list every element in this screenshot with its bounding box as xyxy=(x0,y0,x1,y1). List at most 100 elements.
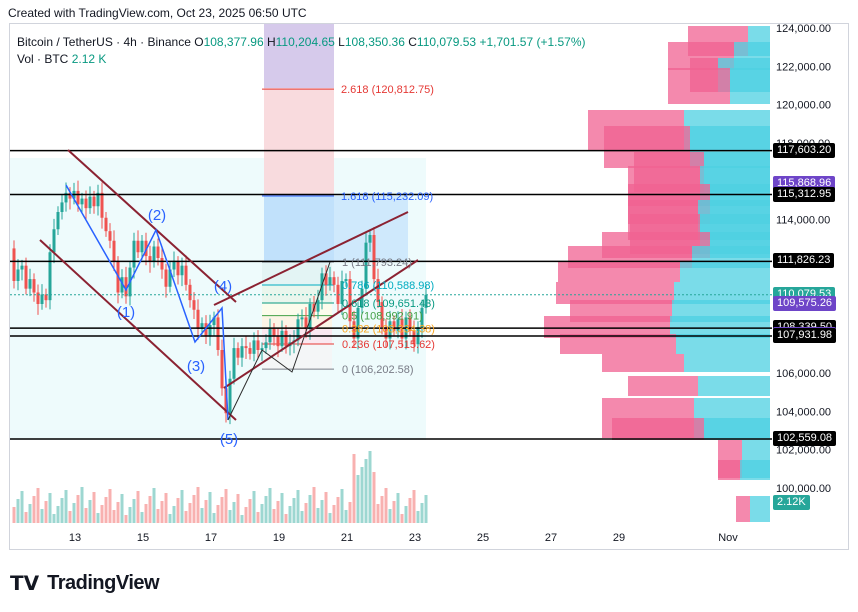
volume-bar xyxy=(284,514,288,523)
volume-profile-sell-bar xyxy=(556,282,674,304)
candle-body xyxy=(40,294,44,304)
change-value: +1,701.57 (+1.57%) xyxy=(479,35,586,49)
volume-profile-buy-bar xyxy=(676,334,770,354)
candle-body xyxy=(20,265,24,270)
candle-body xyxy=(60,202,64,212)
candle-body xyxy=(300,317,304,320)
candle-body xyxy=(104,217,108,232)
time-axis-label: 29 xyxy=(613,532,625,544)
candle-body xyxy=(244,346,248,349)
candle-body xyxy=(420,307,424,327)
volume-bar xyxy=(204,500,208,523)
price-axis-label: 102,000.00 xyxy=(776,445,831,457)
time-axis-label: 23 xyxy=(409,532,421,544)
volume-bar xyxy=(124,515,128,523)
fib-label: 1 (111,793.24) xyxy=(342,257,412,269)
candle-body xyxy=(188,284,192,301)
price-level-badge[interactable]: 109,575.26 xyxy=(773,296,837,312)
candle-body xyxy=(228,378,232,414)
volume-profile-sell-bar xyxy=(668,68,730,104)
channel-lower-line xyxy=(39,239,237,421)
candle-body xyxy=(216,317,220,350)
volume-bar xyxy=(208,492,212,523)
candle-body xyxy=(56,212,60,230)
volume-bar xyxy=(52,514,56,523)
tradingview-brand[interactable]: TradingView xyxy=(47,572,160,594)
legend-ohlc: Bitcoin / TetherUS · 4h · Binance O108,3… xyxy=(17,34,586,51)
volume-bar xyxy=(168,514,172,523)
volume-bar xyxy=(304,503,308,523)
symbol-name[interactable]: Bitcoin / TetherUS · 4h · Binance xyxy=(17,35,191,49)
candle-body xyxy=(224,388,228,414)
candle-body xyxy=(352,321,356,339)
price-axis-label: 106,000.00 xyxy=(776,368,831,380)
candle-body xyxy=(148,256,152,262)
volume-bar xyxy=(76,495,80,523)
price-level-badge[interactable]: 2.12K xyxy=(773,495,810,511)
candle-body xyxy=(36,292,40,304)
price-level-badge[interactable]: 115,312.95 xyxy=(773,186,836,202)
volume-bar xyxy=(116,502,120,523)
volume-bar xyxy=(328,513,332,523)
volume-bar xyxy=(144,504,148,523)
fib-label: 0.382 (108,334.38) xyxy=(342,323,435,335)
volume-bar xyxy=(180,490,184,523)
candle-body xyxy=(304,317,308,329)
volume-bar xyxy=(200,508,204,523)
volume-bar xyxy=(136,491,140,523)
volume-profile-sell-bar xyxy=(628,376,698,396)
volume-bar xyxy=(356,475,360,523)
time-axis-label: 15 xyxy=(137,532,149,544)
candle-body xyxy=(348,279,352,322)
volume-bar xyxy=(244,507,248,523)
volume-bar xyxy=(288,506,292,523)
volume-bar xyxy=(100,505,104,523)
candle-body xyxy=(200,323,204,329)
wave-label: (2) xyxy=(148,207,166,224)
volume-bar xyxy=(56,506,60,523)
legend-volume: Vol · BTC 2.12 K xyxy=(17,51,586,68)
volume-bar xyxy=(372,472,376,523)
volume-bar xyxy=(160,501,164,523)
volume-profile-buy-bar xyxy=(740,460,770,480)
volume-bar xyxy=(48,493,52,523)
candle-body xyxy=(256,340,260,350)
chart-canvas[interactable]: (1) (2) (3) (4) (5) 2.618 (120,812.75) 1.618 (… xyxy=(0,0,858,560)
volume-bar xyxy=(240,515,244,523)
candle-body xyxy=(172,261,176,270)
candle-body xyxy=(16,269,20,281)
time-axis-label: 19 xyxy=(273,532,285,544)
open-value: 108,377.96 xyxy=(203,35,264,49)
volume-bar xyxy=(88,500,92,523)
volume-bar xyxy=(156,509,160,523)
price-axis-label: 114,000.00 xyxy=(776,215,830,227)
volume-bar xyxy=(248,499,252,523)
price-level-badge[interactable]: 117,603.20 xyxy=(773,142,836,158)
price-level-badge[interactable]: 107,931.98 xyxy=(773,327,837,343)
volume-bar xyxy=(300,511,304,523)
chart-pane[interactable] xyxy=(9,23,849,550)
volume-bar xyxy=(424,495,428,523)
high-value: 110,204.65 xyxy=(275,35,335,49)
legend: Bitcoin / TetherUS · 4h · Binance O108,3… xyxy=(17,34,586,68)
candle-body xyxy=(280,330,284,347)
candle-body xyxy=(324,273,328,285)
candle-body xyxy=(400,319,404,339)
candle-body xyxy=(272,328,276,337)
price-level-badge[interactable]: 102,559.08 xyxy=(773,430,837,446)
volume-bar xyxy=(60,498,64,523)
candle-body xyxy=(180,265,184,276)
volume-bar xyxy=(276,501,280,523)
volume-label[interactable]: Vol · BTC xyxy=(17,52,69,66)
projection-zone-low xyxy=(264,196,334,262)
candle-body xyxy=(28,279,32,289)
candle-body xyxy=(212,317,216,326)
volume-bar xyxy=(364,459,368,523)
fib-label: 0.5 (108,992.91) xyxy=(342,311,423,323)
candle-body xyxy=(176,261,180,276)
candle-body xyxy=(328,277,332,285)
price-level-badge[interactable]: 111,826.23 xyxy=(773,253,835,269)
volume-value: 2.12 K xyxy=(71,52,107,66)
volume-bar xyxy=(64,490,68,523)
time-axis-label: Nov xyxy=(718,532,738,544)
